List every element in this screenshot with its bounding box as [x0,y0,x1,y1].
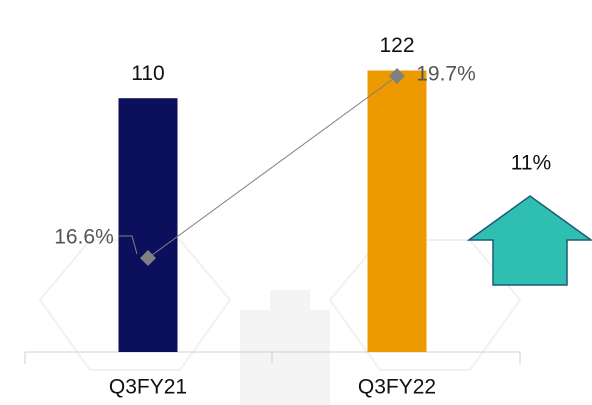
bar [367,70,427,353]
line [147,75,398,259]
bar [118,98,178,352]
line-value-label: 19.7% [416,63,476,86]
bar-value-label: 110 [131,62,164,85]
leader-line [118,235,138,255]
annotation: 11% [511,152,551,175]
up-arrow [466,195,592,286]
line-value-label: 16.6% [54,226,114,249]
x-tick-label: Q3FY22 [358,376,436,399]
line-marker [140,250,156,267]
x-tick-label: Q3FY21 [109,376,187,399]
line-marker [389,67,405,84]
bar-value-label: 122 [379,34,414,57]
